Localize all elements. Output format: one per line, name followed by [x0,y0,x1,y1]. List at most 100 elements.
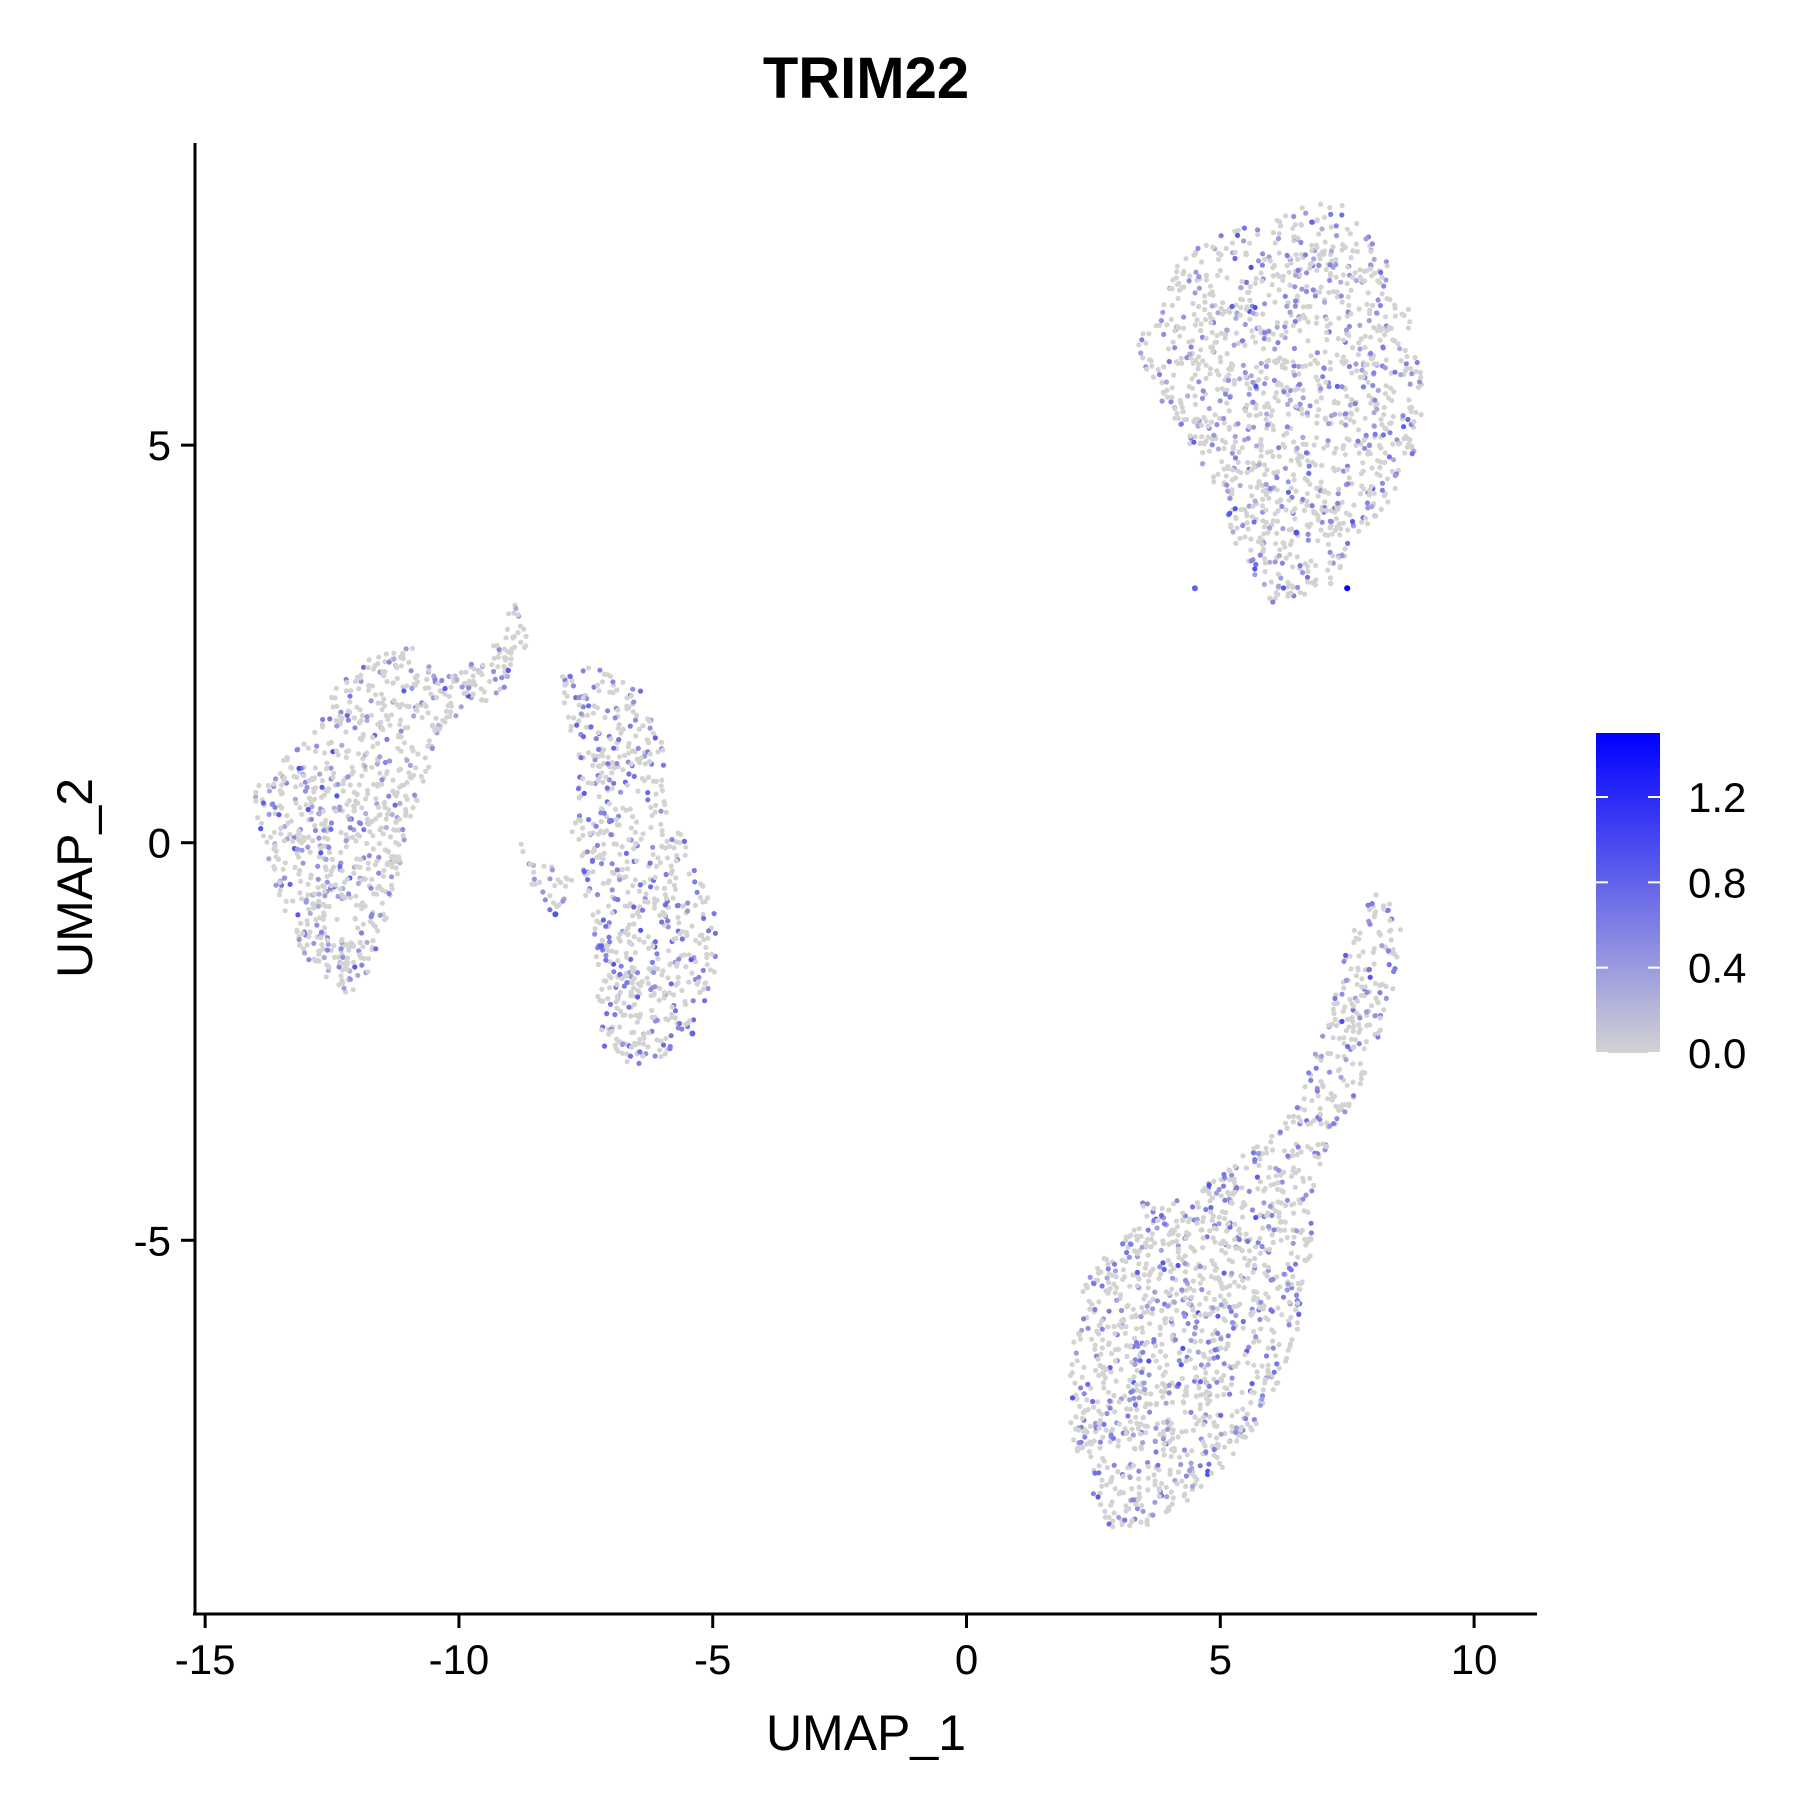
cell-point [334,916,340,923]
cell-point [1407,319,1413,325]
cell-point [384,811,390,817]
cell-point [1282,1120,1289,1126]
cell-point [370,666,377,672]
cell-point [1231,342,1237,348]
cell-point [593,823,599,829]
cell-point [318,935,324,941]
cell-point [390,777,396,783]
cell-point [617,931,623,937]
cell-point [504,673,511,680]
cell-point [623,950,629,956]
cell-point [331,943,337,949]
cell-point [1327,359,1333,365]
cell-point [323,766,329,772]
cell-point [1107,1398,1113,1404]
cell-point [671,845,677,851]
cell-point [359,962,365,968]
cell-point [1348,287,1354,293]
cell-point [378,781,385,788]
cell-point [606,903,612,909]
cell-point [628,693,635,699]
cell-point [501,664,507,670]
cell-point [1155,1217,1161,1223]
cell-point [1339,384,1345,390]
cell-point [298,782,304,788]
cell-point [675,980,681,986]
cell-point [1323,329,1330,335]
cell-point [1414,359,1420,366]
cell-point [1212,1239,1218,1245]
cell-point [315,863,321,869]
cell-point [529,881,535,887]
cell-point [605,761,611,767]
cell-point [1330,289,1336,295]
cell-point [1404,444,1410,450]
cell-point [382,759,388,766]
cell-point [627,1053,634,1059]
cell-point [1388,937,1394,943]
cell-point [1194,416,1200,422]
cell-point [586,703,592,709]
cell-point [1179,1429,1185,1435]
cell-point [668,981,674,987]
cell-point [1381,332,1387,338]
cluster-2 [560,665,719,1066]
cell-point [321,946,327,952]
cell-point [1345,264,1351,270]
cell-point [1360,374,1366,380]
cell-point [1301,1208,1307,1214]
cell-point [319,942,325,948]
cell-point [1330,1006,1336,1012]
cell-point [336,982,342,988]
cell-point [401,688,407,694]
cell-point [379,900,385,906]
cell-point [380,669,386,675]
cell-point [346,947,352,953]
cell-point [1235,459,1241,465]
cell-point [1334,383,1340,389]
cell-point [489,662,495,668]
cell-point [472,682,478,688]
cell-point [1299,411,1305,417]
cell-point [1258,360,1264,366]
cell-point [1370,302,1376,308]
cell-point [1392,369,1398,375]
cell-point [643,891,649,897]
cell-point [1225,465,1231,472]
cell-point [306,906,312,912]
cell-point [1092,1342,1098,1348]
cell-point [1311,1182,1317,1189]
cell-point [1366,918,1372,924]
cell-point [1379,291,1385,297]
cell-point [1378,506,1384,512]
cell-point [1367,1022,1373,1028]
cell-point [1306,1070,1312,1076]
cell-point [623,973,629,979]
cell-point [313,917,319,923]
cell-point [1101,1458,1107,1464]
cell-point [1134,1283,1140,1289]
cell-point [1156,322,1162,328]
cell-point [420,778,426,784]
cell-point [1341,1040,1347,1047]
cell-point [1283,329,1289,335]
cell-point [677,840,683,846]
cell-point [285,820,291,826]
cell-point [624,1058,630,1065]
cell-point [1106,1308,1112,1314]
cell-point [541,863,547,869]
cell-point [1224,1386,1230,1392]
cell-point [419,715,425,721]
cell-point [1214,1306,1220,1312]
cell-point [353,893,359,899]
cell-point [292,864,298,871]
cell-point [1291,1201,1297,1207]
cell-point [1156,1275,1162,1282]
cell-point [1269,1373,1275,1379]
cell-point [1106,1521,1112,1527]
cell-point [1245,289,1251,295]
cell-point [619,844,625,850]
cell-point [376,654,382,660]
cell-point [1231,377,1237,384]
cell-point [1263,519,1269,526]
